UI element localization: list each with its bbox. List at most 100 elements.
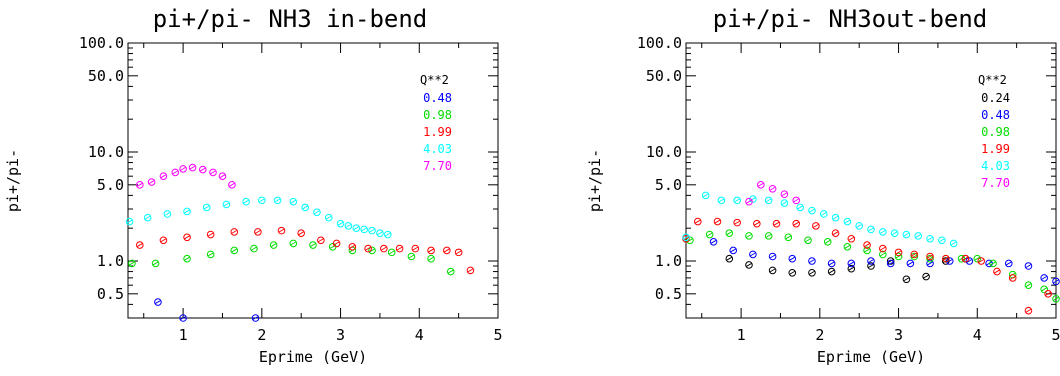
data-point-mark (974, 256, 981, 261)
data-point-mark (251, 246, 257, 251)
chart-title: pi+/pi- NH3 in-bend (153, 5, 428, 33)
data-point-mark (164, 212, 171, 216)
data-point-mark (136, 182, 143, 187)
data-point (827, 259, 836, 268)
data-point (454, 248, 463, 257)
data-point-mark (962, 256, 969, 261)
data-point-mark (337, 221, 344, 226)
legend-entry: 0.24 (981, 91, 1010, 105)
data-point (827, 267, 836, 276)
data-point (977, 257, 986, 265)
data-point (206, 250, 215, 259)
data-point-mark (259, 198, 265, 203)
data-point (269, 241, 278, 249)
data-point-mark (734, 198, 740, 203)
data-point (808, 206, 816, 215)
data-point (368, 226, 376, 235)
data-point-mark (1009, 275, 1016, 280)
data-point-mark (887, 261, 894, 266)
data-point (332, 239, 341, 248)
data-point (973, 254, 982, 263)
data-point (945, 257, 954, 265)
data-point-mark (809, 208, 815, 213)
data-point (745, 261, 753, 269)
data-point (941, 254, 950, 263)
data-point-mark (1005, 261, 1012, 266)
series-4.03 (682, 191, 958, 248)
data-point-mark (1025, 264, 1032, 268)
legend-entry: 0.48 (423, 91, 452, 105)
data-point-mark (274, 198, 281, 203)
plot-frame (127, 42, 499, 319)
data-point (926, 252, 934, 261)
data-point (188, 163, 197, 172)
data-point-mark (155, 300, 161, 304)
data-point (1044, 290, 1052, 298)
data-point (879, 228, 887, 236)
data-point (324, 213, 333, 222)
data-point-mark (856, 223, 863, 228)
data-point-mark (915, 233, 922, 238)
data-point (159, 236, 168, 245)
series-1.99 (136, 226, 475, 275)
data-point (729, 246, 738, 255)
y-tick-label: 10.0 (88, 143, 124, 161)
data-point-mark (223, 202, 230, 207)
data-point-mark (152, 261, 159, 266)
data-point (368, 246, 376, 255)
data-point (380, 244, 388, 253)
data-point (206, 230, 215, 239)
data-point-mark (714, 219, 721, 224)
legend-entry: 7.70 (981, 176, 1010, 190)
y-tick-label: 1.0 (655, 252, 682, 270)
data-point (823, 238, 832, 246)
data-point-mark (447, 269, 454, 274)
data-point-mark (160, 174, 167, 179)
data-point-mark (746, 233, 752, 238)
legend-title: Q**2 (978, 73, 1007, 87)
data-point-mark (1045, 291, 1051, 296)
data-point-mark (1025, 283, 1032, 288)
data-point (250, 244, 258, 253)
data-point (867, 257, 875, 265)
data-point (867, 262, 875, 270)
data-point-mark (879, 252, 886, 257)
data-point-mark (927, 254, 933, 259)
data-point (902, 275, 911, 284)
data-point-mark (412, 246, 419, 251)
data-point-mark (879, 246, 886, 251)
data-point-mark (455, 250, 462, 255)
data-point (902, 230, 911, 239)
y-tick-label: 0.5 (97, 285, 124, 303)
data-point (163, 210, 172, 218)
data-point (198, 165, 207, 174)
data-point (989, 259, 997, 268)
data-point (297, 229, 305, 237)
data-point-mark (290, 199, 297, 204)
data-point-mark (369, 228, 375, 233)
data-point-mark (781, 192, 788, 197)
data-point-mark (789, 270, 796, 275)
series-0.98 (128, 239, 455, 276)
data-point (780, 190, 789, 199)
data-point-mark (911, 252, 918, 257)
data-point (387, 248, 396, 257)
data-point-mark (746, 263, 752, 267)
legend-entry: 7.70 (423, 159, 452, 173)
data-point-mark (172, 170, 179, 175)
data-point (179, 314, 187, 322)
data-point-mark (844, 219, 851, 224)
data-point (906, 259, 915, 268)
y-tick-label: 0.5 (655, 285, 682, 303)
data-point (768, 184, 777, 193)
data-point (1024, 281, 1033, 289)
data-point-mark (189, 165, 196, 170)
data-point-mark (683, 235, 689, 240)
data-point-mark (942, 256, 949, 261)
data-point (788, 268, 797, 277)
data-point (277, 226, 286, 235)
data-point (242, 197, 250, 206)
data-point (336, 219, 345, 228)
data-point-mark (428, 256, 434, 261)
legend-title: Q**2 (420, 73, 449, 87)
